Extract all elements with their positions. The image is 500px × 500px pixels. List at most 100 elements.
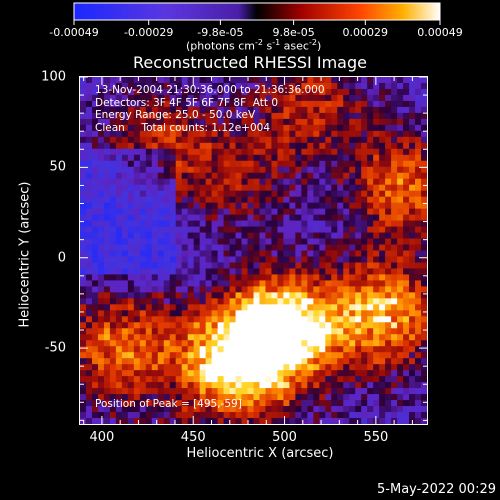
heatmap-cell [259,136,267,144]
heatmap-cell [229,388,237,395]
heatmap-cell [109,100,117,108]
heatmap-cell [139,136,147,144]
heatmap-cell [97,226,105,234]
heatmap-cell [85,130,93,138]
heatmap-cell [229,136,237,144]
heatmap-cell [169,418,177,425]
heatmap-cell [175,388,183,395]
heatmap-cell [229,106,237,114]
heatmap-cell [415,280,422,287]
heatmap-cell [145,394,153,401]
heatmap-cell [151,316,159,323]
heatmap-cell [151,94,159,102]
heatmap-cell [367,304,374,311]
heatmap-cell [91,166,99,174]
heatmap-cell [301,256,308,264]
heatmap-cell [223,388,231,395]
heatmap-cell [361,394,368,401]
heatmap-cell [265,244,273,252]
heatmap-cell [205,166,213,174]
heatmap-cell [229,304,237,311]
heatmap-cell [271,286,279,293]
heatmap-cell [235,142,243,150]
heatmap-cell [157,136,165,144]
heatmap-cell [349,280,356,287]
heatmap-cell [181,160,189,168]
heatmap-cell [367,88,374,96]
heatmap-cell [367,184,374,192]
heatmap-cell [295,172,302,180]
heatmap-cell [133,334,141,341]
heatmap-cell [415,412,422,419]
heatmap-cell [289,154,296,162]
heatmap-cell [349,166,356,174]
heatmap-cell [163,286,171,293]
heatmap-cell [331,328,338,335]
heatmap-cell [91,172,99,180]
heatmap-cell [337,256,344,264]
heatmap-cell [145,184,153,192]
heatmap-cell [349,256,356,264]
heatmap-cell [421,220,428,228]
heatmap-cell [253,346,261,353]
heatmap-cell [295,226,302,234]
heatmap-cell [397,202,404,210]
heatmap-cell [289,298,296,305]
heatmap-cell [85,142,93,150]
heatmap-cell [175,316,183,323]
heatmap-cell [139,94,147,102]
heatmap-cell [241,250,249,258]
heatmap-cell [91,280,99,287]
heatmap-cell [151,154,159,162]
heatmap-cell [301,88,308,96]
heatmap-cell [211,160,219,168]
heatmap-cell [199,382,207,389]
heatmap-cell [277,196,285,204]
heatmap-cell [247,220,255,228]
heatmap-cell [127,382,135,389]
heatmap-cell [241,160,249,168]
heatmap-cell [409,124,416,132]
heatmap-cell [325,394,332,401]
heatmap-cell [391,280,398,287]
heatmap-cell [271,166,279,174]
heatmap-cell [385,124,392,132]
heatmap-cell [151,160,159,168]
heatmap-cell [409,268,416,276]
heatmap-cell [319,292,326,299]
heatmap-cell [187,280,195,287]
heatmap-cell [397,118,404,126]
heatmap-cell [97,352,105,359]
heatmap-cell [379,346,386,353]
heatmap-cell [277,82,285,90]
heatmap-cell [391,316,398,323]
heatmap-cell [313,77,320,84]
heatmap-cell [301,106,308,114]
heatmap-cell [205,112,213,120]
heatmap-cell [325,190,332,198]
heatmap-cell [421,382,428,389]
heatmap-cell [319,400,326,407]
heatmap-cell [265,412,273,419]
heatmap-cell [199,292,207,299]
heatmap-cell [97,268,105,276]
heatmap-cell [103,190,111,198]
heatmap-cell [421,298,428,305]
heatmap-cell [403,130,410,138]
heatmap-cell [175,334,183,341]
heatmap-cell [175,418,183,425]
heatmap-cell [133,382,141,389]
heatmap-cell [205,196,213,204]
heatmap-cell [397,418,404,425]
heatmap-cell [199,220,207,228]
heatmap-cell [109,232,117,240]
heatmap-cell [289,418,296,425]
heatmap-cell [193,196,201,204]
heatmap-cell [121,100,129,108]
heatmap-cell [145,358,153,365]
heatmap-cell [235,262,243,270]
heatmap-cell [343,172,350,180]
heatmap-cell [145,112,153,120]
heatmap-cell [349,346,356,353]
heatmap-cell [235,202,243,210]
